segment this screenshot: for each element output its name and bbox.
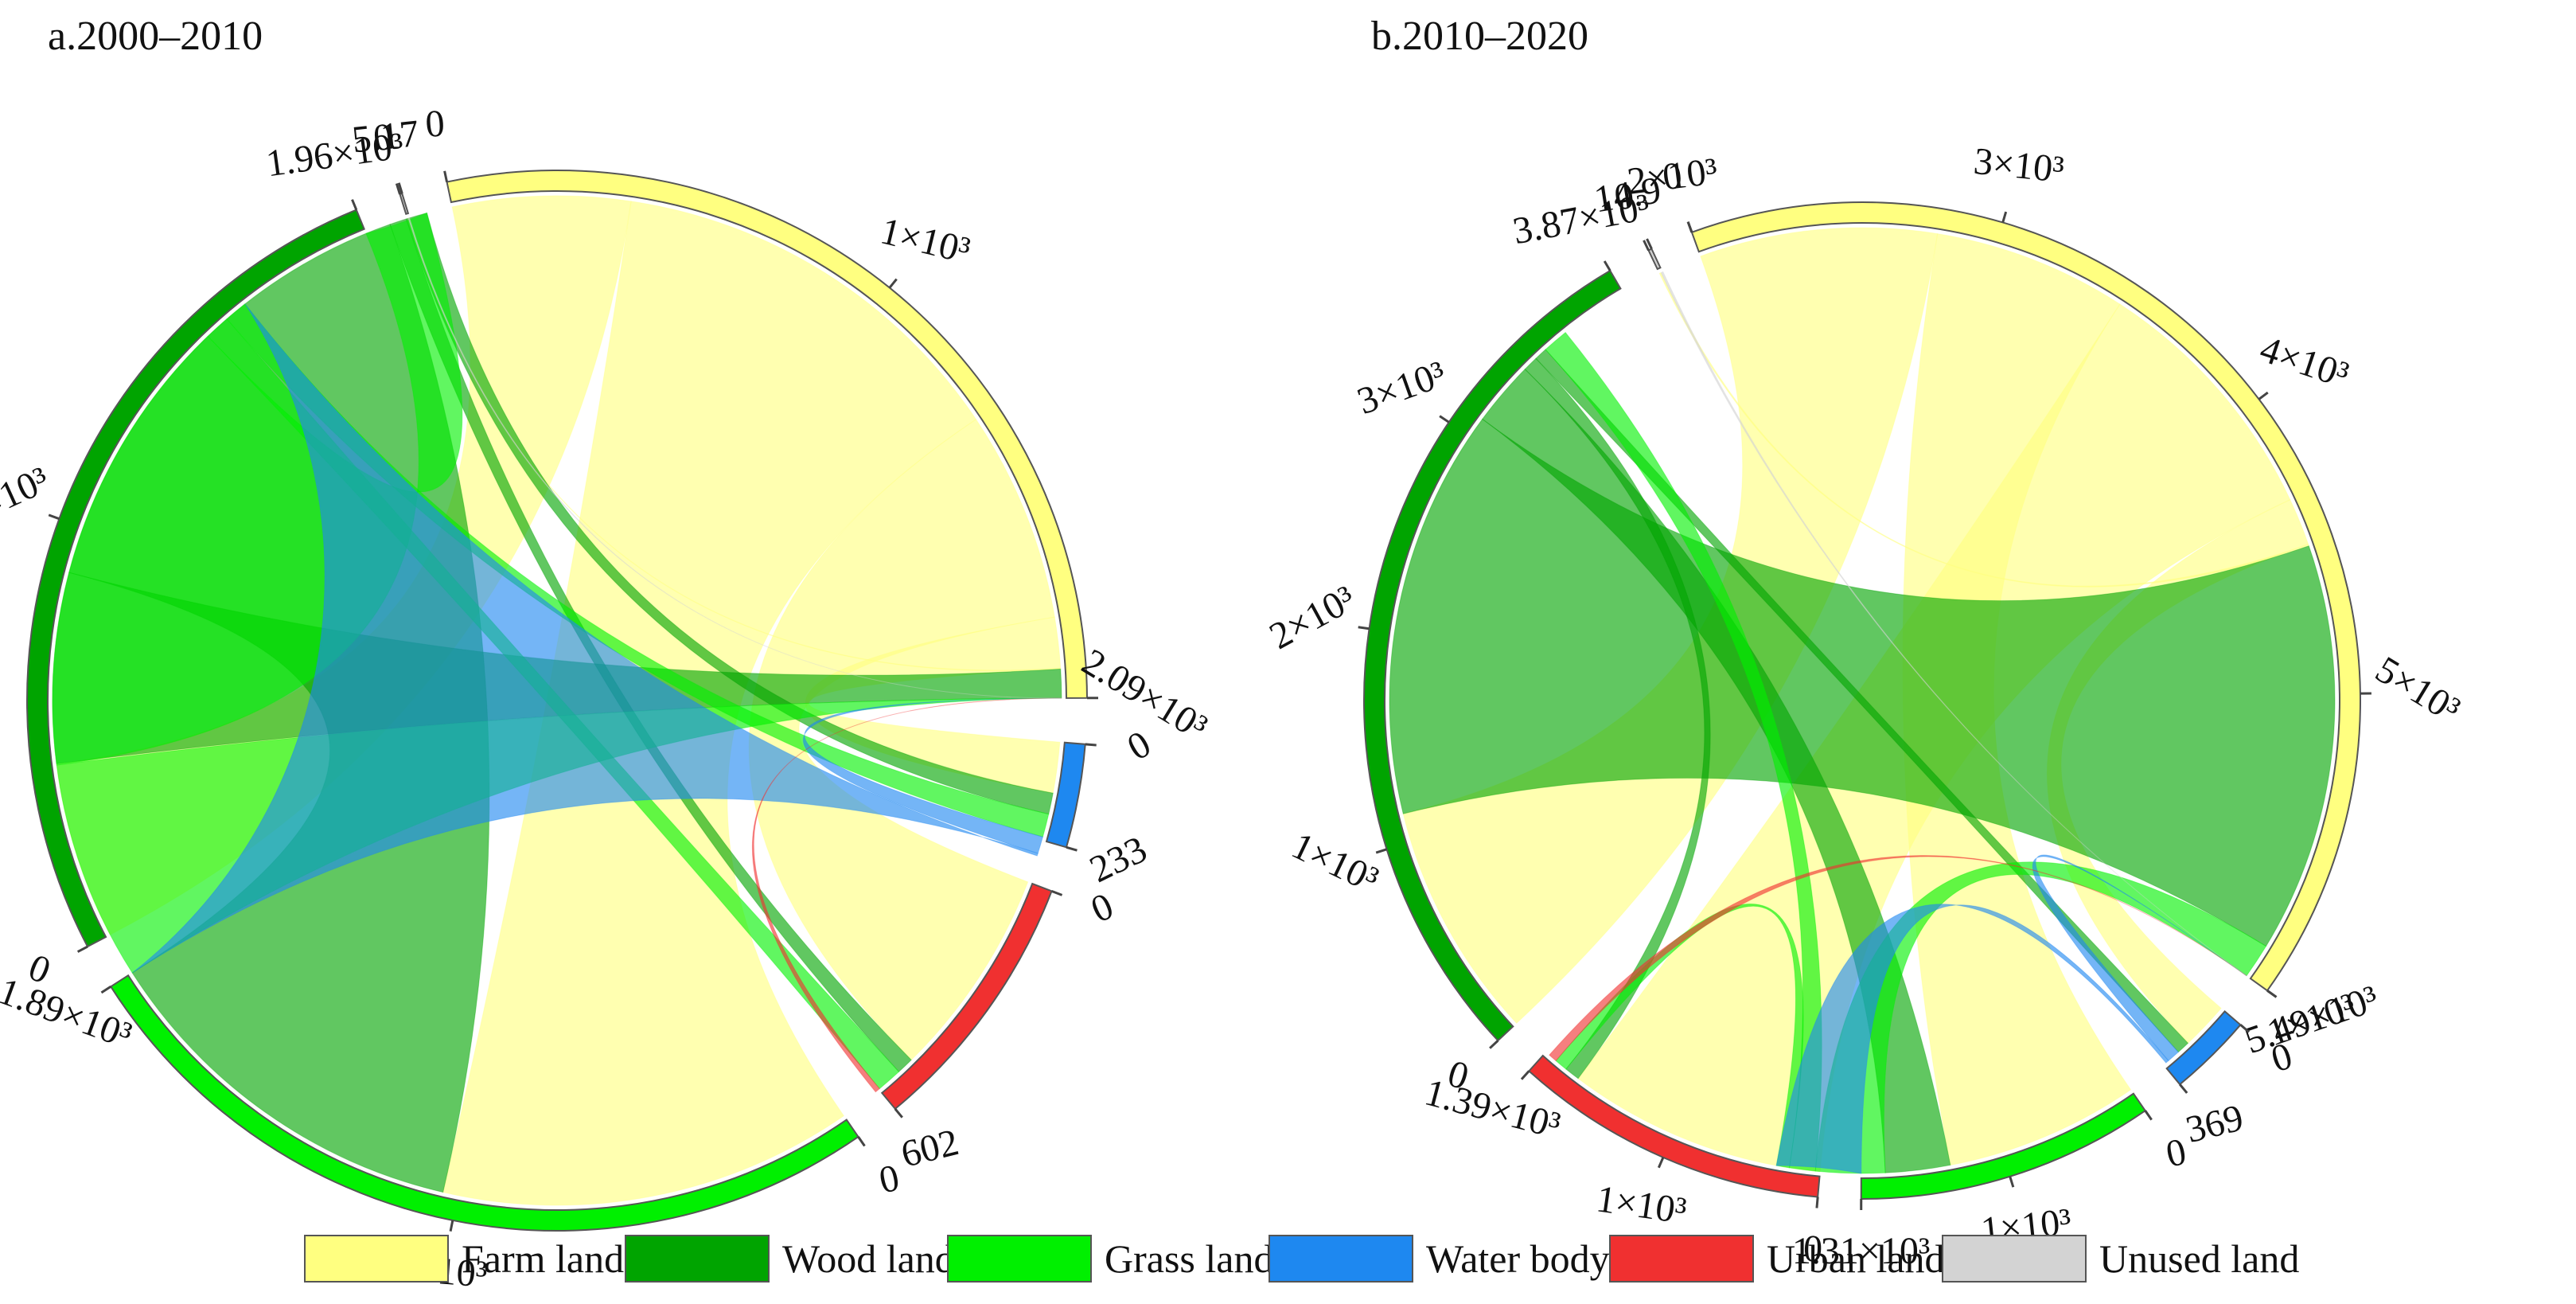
tick-mark-farm-land-1	[890, 279, 897, 288]
tick-mark-urban-land-2	[1522, 1071, 1529, 1079]
legend-swatch-farm-land	[304, 1235, 449, 1283]
legend-label-unused-land: Unused land	[2099, 1236, 2299, 1282]
tick-label-grass-land-3-0: 0	[2162, 1130, 2190, 1176]
tick-label-wood-land-5-2: 1.96×10³	[263, 124, 406, 185]
tick-label-farm-land-0-0: 0	[424, 102, 446, 146]
legend-item-grass-land: Grass land	[947, 1230, 1273, 1287]
tick-mark-wood-land-1	[1376, 849, 1386, 853]
legend-label-wood-land: Wood land	[782, 1236, 955, 1282]
tick-mark-water-body-1	[2180, 1084, 2187, 1093]
panel-b-ribbons	[1389, 228, 2335, 1173]
tick-mark-grass-land-0	[859, 1137, 865, 1146]
panel-b-title: b.2010–2020	[1371, 14, 1588, 59]
tick-label-urban-land-3-0: 0	[1085, 884, 1120, 931]
legend-label-grass-land: Grass land	[1105, 1236, 1273, 1282]
legend-item-unused-land: Unused land	[1942, 1230, 2299, 1287]
tick-label-wood-land-5-4: 3.87×10³	[1510, 185, 1653, 252]
tick-label-farm-land-6-1: 1×10³	[2262, 985, 2361, 1054]
tick-mark-urban-land-0	[1051, 891, 1062, 895]
legend-item-farm-land: Farm land	[304, 1230, 624, 1287]
tick-mark-wood-land-0	[1490, 1040, 1498, 1048]
tick-mark-grass-land-2	[101, 986, 111, 993]
tick-label-water-body-2-0: 0	[1120, 723, 1158, 769]
legend-swatch-water-body	[1269, 1235, 1413, 1283]
tick-label-farm-land-0-1: 1×10³	[876, 209, 974, 271]
legend-item-urban-land: Urban land	[1609, 1230, 1945, 1287]
chord-panel-a: a.2000–2010 01×10³2.09×10³05.17023306020…	[0, 14, 1214, 1295]
legend-label-urban-land: Urban land	[1767, 1236, 1945, 1282]
legend-label-farm-land: Farm land	[462, 1236, 624, 1282]
tick-label-water-body-2-1: 369	[2182, 1096, 2248, 1151]
tick-label-grass-land-4-0: 0	[875, 1157, 903, 1202]
legend-item-water-body: Water body	[1269, 1230, 1610, 1287]
tick-mark-urban-land-1	[1658, 1158, 1663, 1168]
legend-swatch-unused-land	[1942, 1235, 2087, 1283]
tick-mark-farm-land-2	[2259, 392, 2268, 399]
tick-mark-wood-land-0	[78, 947, 88, 951]
tick-label-urban-land-3-1: 602	[897, 1121, 963, 1176]
tick-label-farm-land-0-3: 5×10³	[2368, 648, 2468, 731]
tick-mark-wood-land-4	[1604, 261, 1610, 271]
tick-label-farm-land-0-2: 2.09×10³	[1074, 641, 1214, 749]
arc-unused-land	[399, 193, 407, 214]
tick-label-urban-land-4-1: 1×10³	[1594, 1177, 1689, 1232]
tick-mark-wood-land-3	[1440, 416, 1449, 423]
tick-label-wood-land-5-2: 2×10³	[1263, 577, 1362, 658]
tick-mark-farm-land-0	[1688, 222, 1692, 232]
tick-label-farm-land-0-1: 3×10³	[1972, 140, 2066, 191]
tick-mark-farm-land-1	[2003, 212, 2006, 222]
panel-a-ribbons	[53, 196, 1062, 1205]
legend-label-water-body: Water body	[1426, 1236, 1610, 1282]
legend-item-wood-land: Wood land	[625, 1230, 955, 1287]
tick-label-farm-land-0-2: 4×10³	[2255, 328, 2354, 396]
tick-label-water-body-2-1: 233	[1083, 828, 1153, 891]
tick-mark-wood-land-2	[1358, 627, 1370, 629]
legend-swatch-urban-land	[1609, 1235, 1754, 1283]
tick-mark-water-body-0	[1085, 744, 1097, 745]
tick-mark-urban-land-0	[1817, 1197, 1818, 1208]
tick-label-wood-land-5-3: 3×10³	[1352, 353, 1452, 423]
arc-unused-land	[1649, 249, 1661, 269]
tick-label-wood-land-5-1: 1×10³	[0, 459, 55, 534]
tick-mark-urban-land-1	[895, 1109, 902, 1118]
legend-swatch-grass-land	[947, 1235, 1092, 1283]
tick-mark-wood-land-1	[49, 515, 59, 519]
tick-mark-grass-land-1	[2010, 1177, 2013, 1187]
tick-mark-wood-land-2	[353, 200, 357, 210]
tick-label-wood-land-5-1: 1×10³	[1285, 824, 1385, 901]
tick-mark-grass-land-0	[2145, 1111, 2152, 1120]
tick-mark-water-body-1	[1066, 847, 1077, 850]
tick-mark-farm-land-0	[445, 171, 447, 182]
tick-mark-farm-land-1	[2267, 990, 2276, 997]
panel-a-title: a.2000–2010	[48, 14, 263, 59]
legend: Farm land Wood land Grass land Water bod…	[0, 1230, 2576, 1287]
legend-swatch-wood-land	[625, 1235, 770, 1283]
